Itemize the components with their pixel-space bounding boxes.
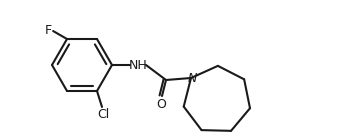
Text: N: N	[187, 72, 197, 85]
Text: F: F	[45, 24, 52, 37]
Text: O: O	[156, 97, 166, 110]
Text: Cl: Cl	[97, 108, 109, 122]
Text: NH: NH	[128, 59, 147, 72]
